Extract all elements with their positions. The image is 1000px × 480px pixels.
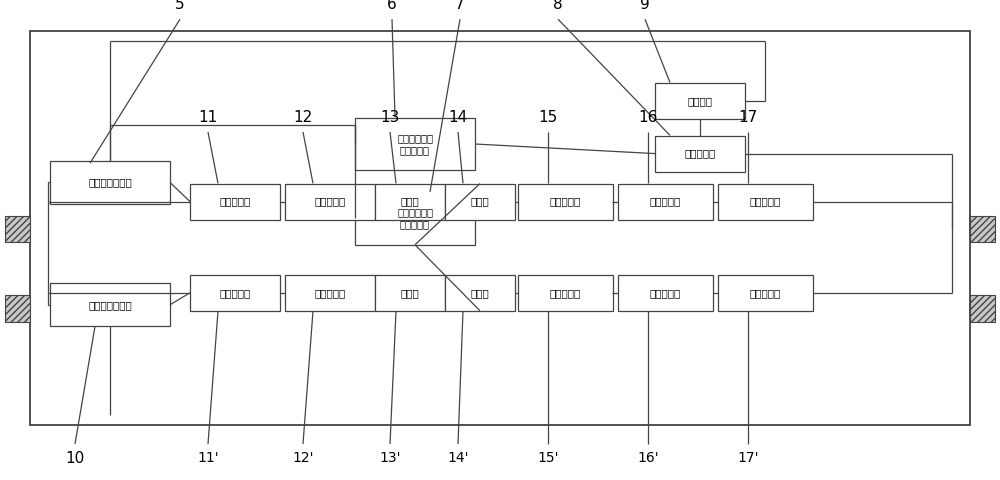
Text: 信号处理单片机: 信号处理单片机 <box>88 300 132 310</box>
Text: 模数转换器: 模数转换器 <box>219 197 251 206</box>
Text: 前置放大器: 前置放大器 <box>749 288 781 298</box>
Text: 17': 17' <box>737 451 759 465</box>
Bar <box>375 184 445 220</box>
Text: 6: 6 <box>387 0 397 12</box>
Text: 主振直接数字
频率合成器: 主振直接数字 频率合成器 <box>397 133 433 155</box>
Bar <box>518 184 612 220</box>
Bar <box>190 184 280 220</box>
Text: 14: 14 <box>448 110 468 125</box>
Text: 11': 11' <box>197 451 219 465</box>
Text: 模数转换器: 模数转换器 <box>219 288 251 298</box>
Text: 15': 15' <box>537 451 559 465</box>
Bar <box>190 275 280 311</box>
Text: 16': 16' <box>637 451 659 465</box>
Bar <box>655 135 745 171</box>
Bar <box>655 83 745 119</box>
Bar <box>50 283 170 326</box>
Text: 10: 10 <box>65 451 85 466</box>
Text: 信号调制器: 信号调制器 <box>684 149 716 158</box>
Bar <box>285 184 375 220</box>
Bar <box>355 192 475 245</box>
Text: 信号控制单片机: 信号控制单片机 <box>88 178 132 187</box>
Text: 12': 12' <box>292 451 314 465</box>
Text: 后置放大器: 后置放大器 <box>549 288 581 298</box>
Text: 直流偏置: 直流偏置 <box>688 96 712 106</box>
Bar <box>445 275 515 311</box>
Text: 16: 16 <box>638 110 658 125</box>
Bar <box>970 295 995 322</box>
Bar <box>5 216 30 242</box>
Bar <box>375 275 445 311</box>
Text: 混频器: 混频器 <box>471 288 489 298</box>
Text: 13': 13' <box>379 451 401 465</box>
Bar <box>50 161 170 204</box>
Bar <box>970 216 995 242</box>
Bar <box>718 184 812 220</box>
Text: 17: 17 <box>738 110 758 125</box>
Bar <box>30 31 970 425</box>
Bar <box>518 275 612 311</box>
Text: 增益放大器: 增益放大器 <box>649 197 681 206</box>
Text: 14': 14' <box>447 451 469 465</box>
Text: 5: 5 <box>175 0 185 12</box>
Text: 13: 13 <box>380 110 400 125</box>
Text: 9: 9 <box>640 0 650 12</box>
Text: 混频器: 混频器 <box>471 197 489 206</box>
Text: 选频器: 选频器 <box>401 197 419 206</box>
Bar <box>618 184 712 220</box>
Text: 后置放大器: 后置放大器 <box>549 197 581 206</box>
Text: 增益放大器: 增益放大器 <box>649 288 681 298</box>
Text: 信号放大器: 信号放大器 <box>314 288 346 298</box>
Bar <box>5 295 30 322</box>
Text: 本振直接数字
频率合成器: 本振直接数字 频率合成器 <box>397 207 433 229</box>
Text: 8: 8 <box>553 0 563 12</box>
Bar <box>285 275 375 311</box>
Text: 7: 7 <box>455 0 465 12</box>
Bar <box>718 275 812 311</box>
Text: 11: 11 <box>198 110 218 125</box>
Text: 选频器: 选频器 <box>401 288 419 298</box>
Bar <box>355 118 475 170</box>
Text: 12: 12 <box>293 110 313 125</box>
Text: 信号放大器: 信号放大器 <box>314 197 346 206</box>
Text: 前置放大器: 前置放大器 <box>749 197 781 206</box>
Bar <box>445 184 515 220</box>
Text: 15: 15 <box>538 110 558 125</box>
Bar <box>618 275 712 311</box>
